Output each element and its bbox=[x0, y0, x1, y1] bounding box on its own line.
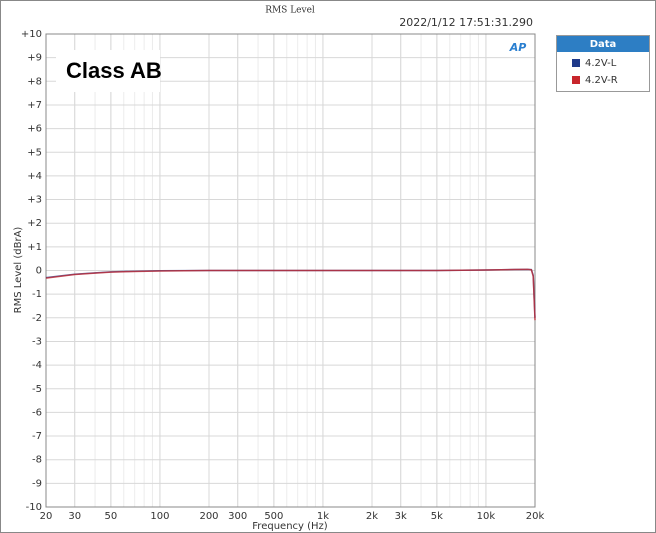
plot-border bbox=[45, 33, 536, 508]
y-tick-label: -4 bbox=[32, 360, 42, 371]
legend-header bbox=[557, 36, 649, 52]
y-tick-label: +9 bbox=[27, 53, 42, 64]
y-tick-label: +10 bbox=[21, 29, 42, 40]
y-tick-label: -2 bbox=[32, 313, 42, 324]
x-tick-label: 30 bbox=[68, 511, 81, 522]
y-tick-label: -7 bbox=[32, 431, 42, 442]
x-tick-label: 20 bbox=[40, 511, 53, 522]
y-tick-label: +3 bbox=[27, 195, 42, 206]
x-axis-label: Frequency (Hz) bbox=[252, 521, 328, 532]
y-tick-label: +5 bbox=[27, 147, 42, 158]
y-tick-label: -3 bbox=[32, 336, 42, 347]
y-tick-label: +4 bbox=[27, 171, 42, 182]
y-tick-label: +8 bbox=[27, 76, 42, 87]
series-line bbox=[45, 268, 536, 321]
timestamp: 2022/1/12 17:51:31.290 bbox=[399, 16, 533, 29]
legend-label: 4.2V-L bbox=[585, 58, 617, 69]
x-tick-label: 5k bbox=[431, 511, 443, 522]
y-tick-label: -10 bbox=[26, 502, 42, 513]
x-tick-label: 500 bbox=[264, 511, 283, 522]
y-tick-label: -6 bbox=[32, 407, 42, 418]
logo: AP bbox=[509, 41, 527, 54]
y-tick-label: +1 bbox=[27, 242, 42, 253]
y-tick-label: -5 bbox=[32, 384, 42, 395]
y-tick-label: +6 bbox=[27, 124, 42, 135]
legend-swatch bbox=[572, 59, 580, 67]
y-tick-label: +2 bbox=[27, 218, 42, 229]
y-tick-label: 0 bbox=[36, 266, 42, 277]
legend-label: 4.2V-R bbox=[585, 75, 618, 86]
x-tick-label: 3k bbox=[395, 511, 407, 522]
plot-area bbox=[45, 33, 536, 508]
annotation-box bbox=[56, 50, 160, 92]
x-tick-label: 2k bbox=[366, 511, 378, 522]
y-tick-label: -9 bbox=[32, 478, 42, 489]
x-tick-label: 50 bbox=[104, 511, 117, 522]
y-axis-label: RMS Level (dBrA) bbox=[13, 227, 24, 314]
x-tick-label: 100 bbox=[150, 511, 169, 522]
legend-swatch bbox=[572, 76, 580, 84]
y-tick-label: -1 bbox=[32, 289, 42, 300]
x-tick-label: 20k bbox=[526, 511, 545, 522]
x-tick-label: 1k bbox=[317, 511, 329, 522]
y-tick-label: -8 bbox=[32, 455, 42, 466]
y-tick-label: +7 bbox=[27, 100, 42, 111]
chart-title: RMS Level bbox=[265, 6, 315, 16]
x-tick-label: 200 bbox=[199, 511, 218, 522]
x-tick-label: 300 bbox=[228, 511, 247, 522]
legend-title: Data bbox=[590, 39, 617, 50]
annotation: Class AB bbox=[66, 58, 162, 83]
x-tick-label: 10k bbox=[477, 511, 496, 522]
